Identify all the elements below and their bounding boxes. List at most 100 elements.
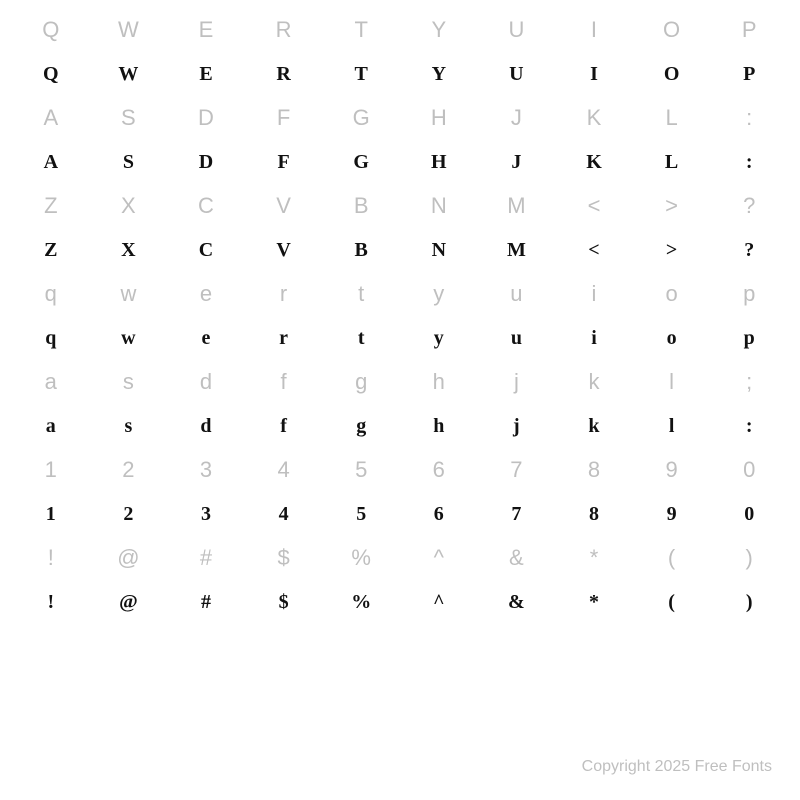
- font-glyph: ^: [400, 580, 478, 624]
- reference-char: 5: [322, 448, 400, 492]
- font-glyph: 6: [400, 492, 478, 536]
- reference-char: 8: [555, 448, 633, 492]
- reference-char: @: [90, 536, 168, 580]
- reference-char: <: [555, 184, 633, 228]
- font-glyph: k: [555, 404, 633, 448]
- reference-char: G: [322, 96, 400, 140]
- font-glyph: :: [710, 404, 788, 448]
- font-glyph: q: [12, 316, 90, 360]
- font-glyph: C: [167, 228, 245, 272]
- reference-char: :: [710, 96, 788, 140]
- reference-char: H: [400, 96, 478, 140]
- font-glyph: Q: [12, 52, 90, 96]
- reference-char: B: [322, 184, 400, 228]
- font-glyph: A: [12, 140, 90, 184]
- reference-char: s: [90, 360, 168, 404]
- font-glyph: 8: [555, 492, 633, 536]
- reference-char: f: [245, 360, 323, 404]
- font-glyph: Y: [400, 52, 478, 96]
- reference-char: p: [710, 272, 788, 316]
- reference-char: a: [12, 360, 90, 404]
- reference-char: C: [167, 184, 245, 228]
- reference-char: q: [12, 272, 90, 316]
- font-glyph: V: [245, 228, 323, 272]
- reference-char: J: [478, 96, 556, 140]
- font-glyph: 5: [322, 492, 400, 536]
- font-glyph: 3: [167, 492, 245, 536]
- font-glyph: ): [710, 580, 788, 624]
- font-glyph: %: [322, 580, 400, 624]
- reference-char: Y: [400, 8, 478, 52]
- reference-char: %: [322, 536, 400, 580]
- font-glyph: <: [555, 228, 633, 272]
- reference-char: A: [12, 96, 90, 140]
- font-glyph: (: [633, 580, 711, 624]
- font-glyph: D: [167, 140, 245, 184]
- reference-char: 1: [12, 448, 90, 492]
- reference-char: ?: [710, 184, 788, 228]
- font-glyph: d: [167, 404, 245, 448]
- reference-char: E: [167, 8, 245, 52]
- reference-char: R: [245, 8, 323, 52]
- font-glyph: H: [400, 140, 478, 184]
- character-map-grid: QWERTYUIOPQWERTYUIOPASDFGHJKL:ASDFGHJKL:…: [0, 0, 800, 624]
- font-glyph: t: [322, 316, 400, 360]
- font-glyph: y: [400, 316, 478, 360]
- reference-char: d: [167, 360, 245, 404]
- reference-char: $: [245, 536, 323, 580]
- reference-char: 4: [245, 448, 323, 492]
- font-glyph: B: [322, 228, 400, 272]
- font-glyph: G: [322, 140, 400, 184]
- reference-char: Z: [12, 184, 90, 228]
- font-glyph: F: [245, 140, 323, 184]
- reference-char: t: [322, 272, 400, 316]
- reference-char: (: [633, 536, 711, 580]
- font-glyph: 2: [90, 492, 168, 536]
- reference-char: !: [12, 536, 90, 580]
- font-glyph: @: [90, 580, 168, 624]
- font-glyph: g: [322, 404, 400, 448]
- reference-char: i: [555, 272, 633, 316]
- reference-char: k: [555, 360, 633, 404]
- reference-char: 7: [478, 448, 556, 492]
- font-glyph: i: [555, 316, 633, 360]
- font-glyph: E: [167, 52, 245, 96]
- reference-char: I: [555, 8, 633, 52]
- font-glyph: T: [322, 52, 400, 96]
- reference-char: h: [400, 360, 478, 404]
- reference-char: ^: [400, 536, 478, 580]
- reference-char: D: [167, 96, 245, 140]
- reference-char: P: [710, 8, 788, 52]
- font-glyph: 1: [12, 492, 90, 536]
- font-glyph: K: [555, 140, 633, 184]
- reference-char: 9: [633, 448, 711, 492]
- font-glyph: p: [710, 316, 788, 360]
- reference-char: &: [478, 536, 556, 580]
- font-glyph: O: [633, 52, 711, 96]
- font-glyph: 0: [710, 492, 788, 536]
- font-glyph: f: [245, 404, 323, 448]
- reference-char: L: [633, 96, 711, 140]
- font-glyph: #: [167, 580, 245, 624]
- reference-char: r: [245, 272, 323, 316]
- reference-char: u: [478, 272, 556, 316]
- font-glyph: W: [90, 52, 168, 96]
- font-glyph: u: [478, 316, 556, 360]
- reference-char: K: [555, 96, 633, 140]
- reference-char: Q: [12, 8, 90, 52]
- font-glyph: S: [90, 140, 168, 184]
- reference-char: #: [167, 536, 245, 580]
- font-glyph: &: [478, 580, 556, 624]
- reference-char: *: [555, 536, 633, 580]
- reference-char: l: [633, 360, 711, 404]
- font-glyph: !: [12, 580, 90, 624]
- reference-char: U: [478, 8, 556, 52]
- font-glyph: L: [633, 140, 711, 184]
- font-glyph: *: [555, 580, 633, 624]
- font-glyph: N: [400, 228, 478, 272]
- font-glyph: h: [400, 404, 478, 448]
- reference-char: 2: [90, 448, 168, 492]
- font-glyph: w: [90, 316, 168, 360]
- font-glyph: I: [555, 52, 633, 96]
- reference-char: 3: [167, 448, 245, 492]
